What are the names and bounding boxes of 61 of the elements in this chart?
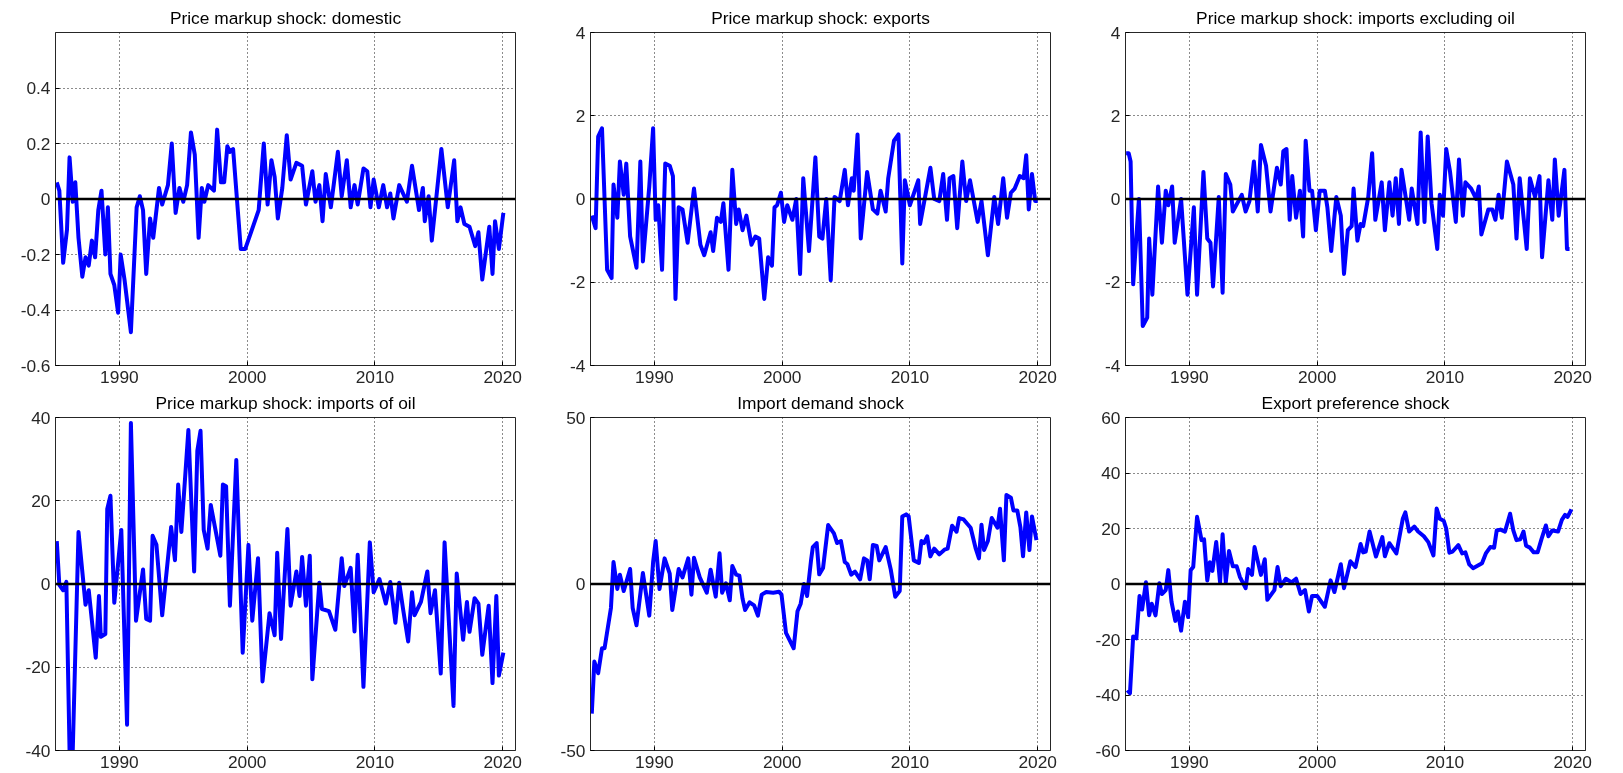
y-tick-label: -20 xyxy=(1095,629,1121,650)
x-tick-label: 2020 xyxy=(483,751,523,772)
x-tick-label: 2020 xyxy=(1553,751,1593,772)
y-tick-label: -4 xyxy=(1105,355,1121,376)
x-tick-label: 2000 xyxy=(1297,366,1337,387)
x-tick-label: 1990 xyxy=(1170,366,1209,387)
x-tick-label: 1990 xyxy=(635,751,674,772)
x-tick-label: 2010 xyxy=(355,751,395,772)
y-tick-label: 0 xyxy=(575,574,586,594)
y-tick-label: 2 xyxy=(575,105,586,126)
y-tick-label: 20 xyxy=(31,490,51,511)
y-tick-label: 0 xyxy=(40,574,51,594)
x-tick-label: 2000 xyxy=(227,751,267,772)
x-tick-label: 2020 xyxy=(1018,366,1058,387)
y-tick-label: 4 xyxy=(1110,22,1121,43)
y-tick-label: -20 xyxy=(25,657,51,678)
x-tick-label: 1990 xyxy=(1170,751,1209,772)
x-tick-label: 1990 xyxy=(635,366,674,387)
chart-title: Price markup shock: domestic xyxy=(169,7,402,28)
x-tick-label: 2020 xyxy=(483,366,523,387)
y-tick-label: -0.2 xyxy=(20,244,51,265)
y-tick-label: 4 xyxy=(575,22,586,43)
x-tick-label: 2000 xyxy=(762,751,802,772)
chart-title: Price markup shock: imports of oil xyxy=(155,392,416,413)
x-tick-label: 2010 xyxy=(1425,366,1465,387)
chart-title: Price markup shock: imports excluding oil xyxy=(1196,7,1515,28)
y-tick-label: -50 xyxy=(560,740,586,761)
x-tick-label: 2000 xyxy=(227,366,267,387)
x-tick-label: 1990 xyxy=(100,751,139,772)
y-tick-label: 40 xyxy=(1101,463,1121,483)
chart-title: Price markup shock: exports xyxy=(711,7,931,28)
x-tick-label: 2020 xyxy=(1018,751,1058,772)
y-tick-label: -2 xyxy=(1105,272,1121,293)
y-tick-label: 0 xyxy=(40,189,51,209)
x-tick-label: 2010 xyxy=(355,366,395,387)
y-tick-label: 60 xyxy=(1101,407,1121,428)
y-tick-label: -40 xyxy=(25,740,51,761)
y-tick-label: 0 xyxy=(1110,189,1121,209)
y-tick-label: 20 xyxy=(1101,518,1121,539)
y-tick-label: 0.2 xyxy=(26,133,51,154)
chart-title: Import demand shock xyxy=(737,392,905,413)
x-tick-label: 1990 xyxy=(100,366,139,387)
x-tick-label: 2010 xyxy=(890,751,930,772)
y-tick-label: -0.6 xyxy=(20,355,51,376)
y-tick-label: 2 xyxy=(1110,105,1121,126)
chart-title: Export preference shock xyxy=(1261,392,1450,413)
x-tick-label: 2010 xyxy=(890,366,930,387)
y-tick-label: -40 xyxy=(1095,685,1121,705)
x-tick-label: 2010 xyxy=(1425,751,1465,772)
x-tick-label: 2000 xyxy=(762,366,802,387)
y-tick-label: 50 xyxy=(566,407,586,428)
y-tick-label: 40 xyxy=(31,407,51,428)
y-tick-label: -60 xyxy=(1095,740,1121,761)
y-tick-label: 0 xyxy=(1110,574,1121,594)
y-tick-label: 0.4 xyxy=(26,78,51,98)
y-tick-label: -2 xyxy=(570,272,586,293)
y-tick-label: -4 xyxy=(570,355,586,376)
x-tick-label: 2000 xyxy=(1297,751,1337,772)
y-tick-label: 0 xyxy=(575,189,586,209)
y-tick-label: -0.4 xyxy=(20,300,51,320)
x-tick-label: 2020 xyxy=(1553,366,1593,387)
